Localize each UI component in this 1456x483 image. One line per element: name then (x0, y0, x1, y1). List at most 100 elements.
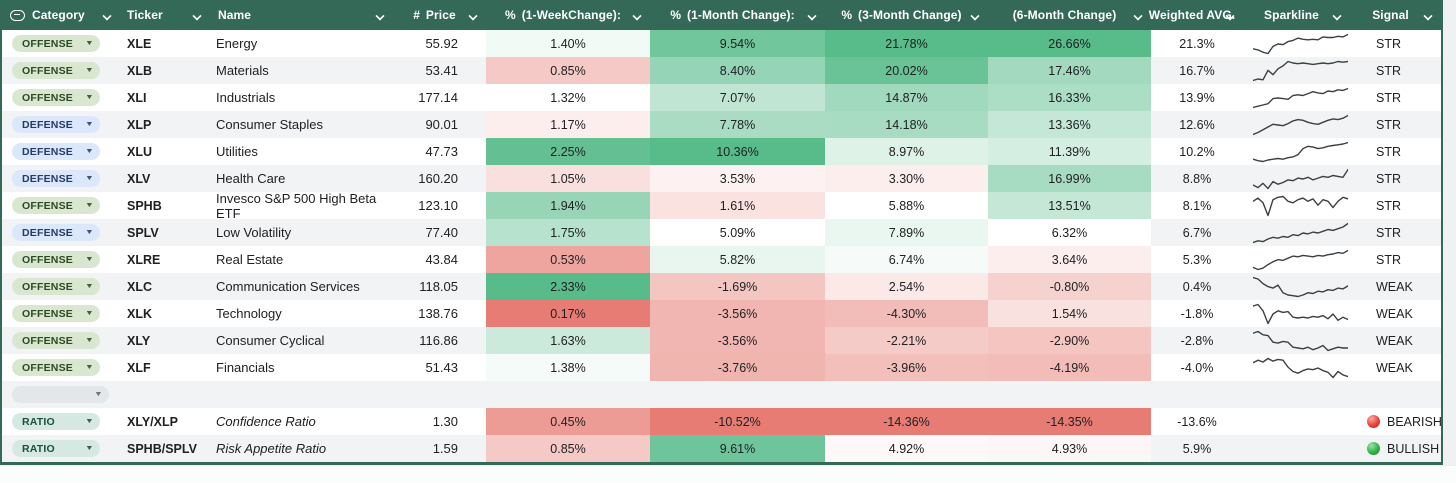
name-cell[interactable]: Real Estate (210, 246, 393, 273)
category-cell[interactable]: OFFENSE ▼ (2, 354, 120, 381)
chevron-down-icon[interactable] (1333, 12, 1341, 20)
ticker-cell[interactable]: XLP (120, 111, 210, 138)
week-change-cell[interactable]: 1.32% (486, 84, 650, 111)
sparkline-cell[interactable] (1243, 30, 1350, 57)
six-month-change-cell[interactable]: 13.51% (988, 192, 1151, 219)
week-change-cell[interactable]: 2.33% (486, 273, 650, 300)
header-cell-spark[interactable]: Sparkline (1243, 0, 1350, 30)
week-change-cell[interactable] (486, 381, 650, 408)
three-month-change-cell[interactable]: 5.88% (825, 192, 988, 219)
name-cell[interactable] (210, 381, 393, 408)
three-month-change-cell[interactable]: -4.30% (825, 300, 988, 327)
one-month-change-cell[interactable]: -3.56% (650, 327, 825, 354)
price-cell[interactable]: 1.30 (393, 408, 486, 435)
category-cell[interactable]: ▼ (2, 381, 120, 408)
chevron-down-icon[interactable] (808, 12, 816, 20)
weighted-avg-cell[interactable]: 5.9% (1151, 435, 1243, 462)
three-month-change-cell[interactable]: -2.21% (825, 327, 988, 354)
chevron-down-icon[interactable] (193, 12, 201, 20)
six-month-change-cell[interactable] (988, 381, 1151, 408)
weighted-avg-cell[interactable]: 10.2% (1151, 138, 1243, 165)
three-month-change-cell[interactable]: 4.92% (825, 435, 988, 462)
category-cell[interactable]: DEFENSE ▼ (2, 138, 120, 165)
chevron-down-icon[interactable] (1134, 12, 1142, 20)
category-chip[interactable]: OFFENSE ▼ (12, 197, 100, 214)
week-change-cell[interactable]: 2.25% (486, 138, 650, 165)
name-cell[interactable]: Industrials (210, 84, 393, 111)
chevron-down-icon[interactable] (1424, 12, 1432, 20)
one-month-change-cell[interactable]: 8.40% (650, 57, 825, 84)
weighted-avg-cell[interactable]: 0.4% (1151, 273, 1243, 300)
week-change-cell[interactable]: 0.17% (486, 300, 650, 327)
sparkline-cell[interactable] (1243, 300, 1350, 327)
signal-cell[interactable]: STR (1350, 219, 1441, 246)
weighted-avg-cell[interactable]: 12.6% (1151, 111, 1243, 138)
signal-cell[interactable]: WEAK (1350, 300, 1441, 327)
name-cell[interactable]: Communication Services (210, 273, 393, 300)
category-cell[interactable]: OFFENSE ▼ (2, 84, 120, 111)
signal-cell[interactable]: STR (1350, 30, 1441, 57)
week-change-cell[interactable]: 0.53% (486, 246, 650, 273)
chevron-down-icon[interactable] (633, 12, 641, 20)
weighted-avg-cell[interactable]: 8.1% (1151, 192, 1243, 219)
category-chip[interactable]: OFFENSE ▼ (12, 305, 100, 322)
signal-cell[interactable]: STR (1350, 192, 1441, 219)
name-cell[interactable]: Energy (210, 30, 393, 57)
weighted-avg-cell[interactable]: 16.7% (1151, 57, 1243, 84)
name-cell[interactable]: Low Volatility (210, 219, 393, 246)
signal-cell[interactable]: STR (1350, 165, 1441, 192)
weighted-avg-cell[interactable]: -2.8% (1151, 327, 1243, 354)
name-cell[interactable]: Utilities (210, 138, 393, 165)
weighted-avg-cell[interactable] (1151, 381, 1243, 408)
chevron-down-icon[interactable] (971, 12, 979, 20)
category-chip[interactable]: OFFENSE ▼ (12, 332, 100, 349)
name-cell[interactable]: Consumer Cyclical (210, 327, 393, 354)
six-month-change-cell[interactable]: 4.93% (988, 435, 1151, 462)
six-month-change-cell[interactable]: 26.66% (988, 30, 1151, 57)
category-chip[interactable]: OFFENSE ▼ (12, 35, 100, 52)
chevron-down-icon[interactable] (1226, 12, 1234, 20)
weighted-avg-cell[interactable]: 13.9% (1151, 84, 1243, 111)
header-cell-wavg[interactable]: Weighted AVG. (1149, 0, 1243, 30)
sparkline-cell[interactable] (1243, 246, 1350, 273)
signal-cell[interactable]: STR (1350, 111, 1441, 138)
one-month-change-cell[interactable]: 7.78% (650, 111, 825, 138)
category-chip[interactable]: OFFENSE ▼ (12, 359, 100, 376)
one-month-change-cell[interactable]: 9.61% (650, 435, 825, 462)
name-cell[interactable]: Risk Appetite Ratio (210, 435, 393, 462)
one-month-change-cell[interactable]: 1.61% (650, 192, 825, 219)
six-month-change-cell[interactable]: 6.32% (988, 219, 1151, 246)
one-month-change-cell[interactable] (650, 381, 825, 408)
category-cell[interactable]: OFFENSE ▼ (2, 57, 120, 84)
category-chip-empty[interactable]: ▼ (12, 386, 109, 403)
signal-cell[interactable]: STR (1350, 84, 1441, 111)
category-chip[interactable]: OFFENSE ▼ (12, 89, 100, 106)
signal-cell[interactable]: WEAK (1350, 327, 1441, 354)
signal-cell[interactable]: BEARISH (1350, 408, 1441, 435)
header-cell-name[interactable]: Name (210, 0, 393, 30)
signal-cell[interactable] (1350, 381, 1441, 408)
one-month-change-cell[interactable]: 5.09% (650, 219, 825, 246)
name-cell[interactable]: Technology (210, 300, 393, 327)
category-chip[interactable]: DEFENSE ▼ (12, 143, 100, 160)
weighted-avg-cell[interactable]: 21.3% (1151, 30, 1243, 57)
price-cell[interactable]: 90.01 (393, 111, 486, 138)
six-month-change-cell[interactable]: -4.19% (988, 354, 1151, 381)
chevron-down-icon[interactable] (376, 12, 384, 20)
name-cell[interactable]: Invesco S&P 500 High Beta ETF (210, 192, 393, 219)
price-cell[interactable]: 47.73 (393, 138, 486, 165)
category-cell[interactable]: OFFENSE ▼ (2, 192, 120, 219)
one-month-change-cell[interactable]: -1.69% (650, 273, 825, 300)
header-cell-category[interactable]: Category (2, 0, 120, 30)
header-cell-m6[interactable]: (6-Month Change) (988, 0, 1151, 30)
ticker-cell[interactable] (120, 381, 210, 408)
six-month-change-cell[interactable]: 3.64% (988, 246, 1151, 273)
three-month-change-cell[interactable]: 21.78% (825, 30, 988, 57)
signal-cell[interactable]: WEAK (1350, 273, 1441, 300)
price-cell[interactable]: 177.14 (393, 84, 486, 111)
weighted-avg-cell[interactable]: 8.8% (1151, 165, 1243, 192)
name-cell[interactable]: Consumer Staples (210, 111, 393, 138)
name-cell[interactable]: Materials (210, 57, 393, 84)
category-cell[interactable]: DEFENSE ▼ (2, 165, 120, 192)
category-cell[interactable]: DEFENSE ▼ (2, 219, 120, 246)
